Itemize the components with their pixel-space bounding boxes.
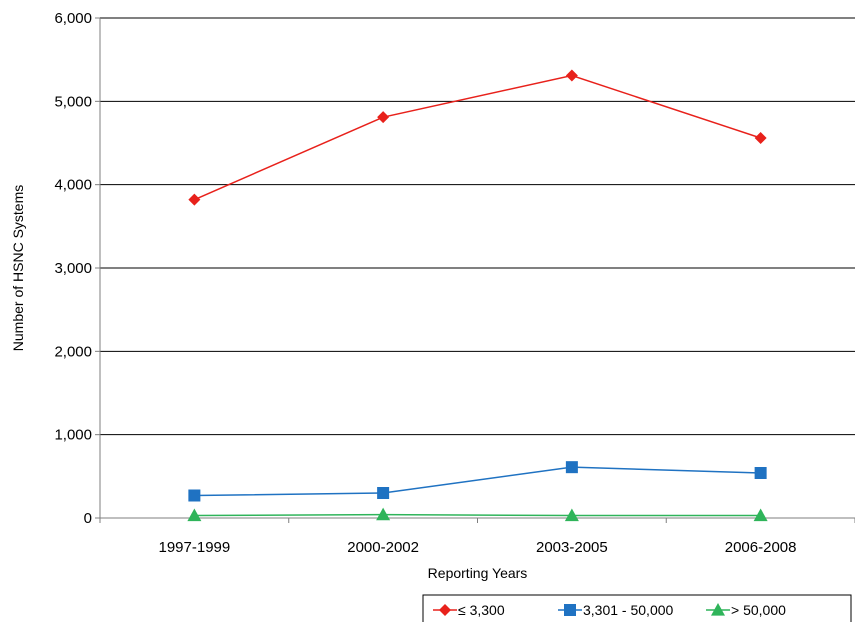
- legend-marker: [711, 603, 725, 616]
- legend: ≤ 3,300 3,301 - 50,000 > 50,000: [422, 594, 852, 622]
- data-point: [565, 461, 578, 474]
- data-point: [376, 507, 391, 521]
- legend-label: > 50,000: [731, 602, 786, 618]
- legend-marker: [564, 604, 576, 616]
- data-point: [188, 193, 201, 206]
- y-tick-label: 6,000: [54, 10, 92, 27]
- series-3: [187, 507, 768, 522]
- x-tick-label: 2006-2008: [725, 539, 797, 556]
- data-point: [188, 489, 201, 502]
- y-tick-label: 0: [84, 510, 92, 527]
- x-tick-label: 1997-1999: [159, 539, 231, 556]
- gridlines: [100, 17, 855, 436]
- y-tick-label: 4,000: [54, 177, 92, 194]
- legend-entry: ≤ 3,300: [433, 602, 505, 618]
- data-point: [187, 508, 202, 522]
- data-point: [377, 487, 390, 499]
- y-tick-label: 2,000: [54, 343, 92, 360]
- x-axis-title: Reporting Years: [428, 565, 528, 581]
- y-tick-labels: 0 1,000 2,000 3,000 4,000 5,000 6,000: [54, 10, 100, 527]
- series-2: [188, 461, 767, 502]
- y-tick-label: 3,000: [54, 260, 92, 277]
- data-point: [754, 467, 767, 479]
- series-line: [194, 74, 761, 201]
- series-line: [194, 513, 761, 517]
- series-1: [188, 69, 767, 206]
- data-point: [753, 508, 768, 522]
- legend-entry: > 50,000: [706, 602, 786, 618]
- series-line: [194, 466, 761, 497]
- legend-marker: [439, 604, 451, 616]
- legend-entry: 3,301 - 50,000: [558, 602, 674, 618]
- data-point: [565, 69, 578, 82]
- series-layer: [187, 69, 768, 522]
- x-tick-labels: 1997-1999 2000-2002 2003-2005 2006-2008: [159, 539, 797, 556]
- data-point: [754, 132, 767, 144]
- legend-label: ≤ 3,300: [458, 602, 505, 618]
- legend-label: 3,301 - 50,000: [583, 602, 674, 618]
- data-point: [377, 111, 390, 124]
- y-tick-label: 1,000: [54, 427, 92, 444]
- x-tick-label: 2003-2005: [536, 539, 608, 556]
- legend-box: [422, 594, 852, 622]
- y-axis-title: Number of HSNC Systems: [10, 185, 26, 351]
- x-tick-marks: [99, 518, 855, 523]
- y-tick-label: 5,000: [54, 93, 92, 110]
- x-tick-label: 2000-2002: [347, 539, 419, 556]
- data-point: [564, 508, 579, 522]
